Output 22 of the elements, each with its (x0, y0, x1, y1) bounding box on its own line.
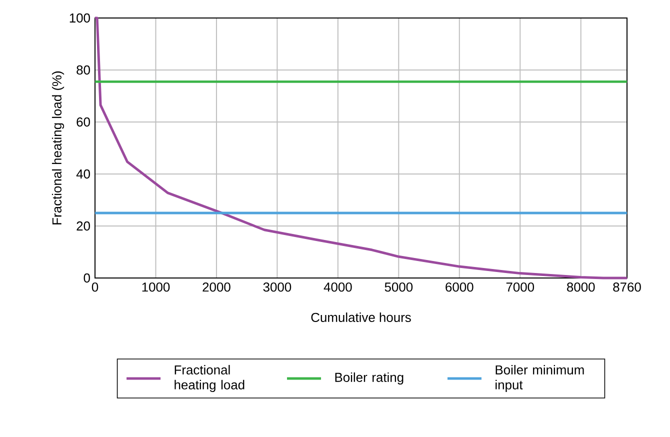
x-tick-label: 2000 (202, 282, 230, 292)
y-tick-label: 0 (84, 273, 90, 283)
legend-label: Boiler rating (335, 372, 404, 385)
x-axis-title: Cumulative hours (311, 312, 411, 322)
x-tick-label: 1000 (142, 282, 170, 292)
y-tick-label: 60 (76, 117, 90, 127)
legend-label: Fractional heating load (174, 364, 244, 392)
y-tick-label: 20 (76, 221, 90, 231)
y-tick-label: 100 (70, 13, 90, 23)
x-tick-label: 4000 (324, 282, 352, 292)
y-axis-title: Fractional heating load (%) (52, 71, 64, 224)
x-tick-label: 8760 (613, 282, 641, 292)
x-tick-label: 0 (92, 282, 98, 292)
x-tick-label: 3000 (263, 282, 292, 292)
line-series (94, 16, 628, 280)
y-tick-label: 40 (76, 169, 90, 179)
legend-label: Boiler minimum input (496, 364, 584, 392)
x-tick-label: 7000 (506, 282, 534, 292)
y-tick-label: 80 (76, 65, 90, 75)
x-tick-label: 6000 (446, 282, 474, 292)
x-tick-label: 8000 (567, 282, 595, 292)
x-tick-label: 5000 (384, 282, 413, 292)
